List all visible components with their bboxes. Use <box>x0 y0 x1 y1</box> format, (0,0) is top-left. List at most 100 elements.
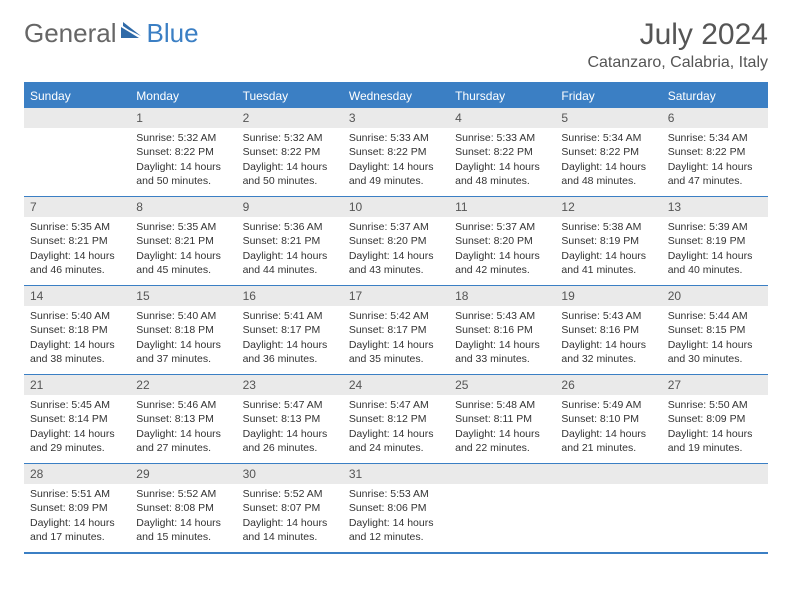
calendar-day <box>24 108 130 196</box>
day-content <box>24 128 130 137</box>
day-line: Daylight: 14 hours and 37 minutes. <box>136 338 230 366</box>
day-number: 6 <box>662 108 768 128</box>
day-content: Sunrise: 5:33 AMSunset: 8:22 PMDaylight:… <box>343 128 449 194</box>
calendar-day: 12Sunrise: 5:38 AMSunset: 8:19 PMDayligh… <box>555 197 661 285</box>
day-line: Daylight: 14 hours and 14 minutes. <box>243 516 337 544</box>
calendar-day: 23Sunrise: 5:47 AMSunset: 8:13 PMDayligh… <box>237 375 343 463</box>
day-line: Sunset: 8:19 PM <box>561 234 655 248</box>
day-line: Sunrise: 5:53 AM <box>349 487 443 501</box>
day-line: Daylight: 14 hours and 32 minutes. <box>561 338 655 366</box>
day-line: Sunrise: 5:52 AM <box>136 487 230 501</box>
day-line: Sunset: 8:09 PM <box>668 412 762 426</box>
day-line: Sunrise: 5:48 AM <box>455 398 549 412</box>
day-line: Sunrise: 5:37 AM <box>349 220 443 234</box>
day-line: Sunrise: 5:32 AM <box>243 131 337 145</box>
day-line: Sunset: 8:07 PM <box>243 501 337 515</box>
calendar-day: 19Sunrise: 5:43 AMSunset: 8:16 PMDayligh… <box>555 286 661 374</box>
calendar-day: 1Sunrise: 5:32 AMSunset: 8:22 PMDaylight… <box>130 108 236 196</box>
calendar-day: 24Sunrise: 5:47 AMSunset: 8:12 PMDayligh… <box>343 375 449 463</box>
day-line: Sunset: 8:09 PM <box>30 501 124 515</box>
day-number: 8 <box>130 197 236 217</box>
day-line: Sunset: 8:13 PM <box>243 412 337 426</box>
day-line: Daylight: 14 hours and 48 minutes. <box>455 160 549 188</box>
day-number <box>555 464 661 484</box>
day-line: Sunrise: 5:36 AM <box>243 220 337 234</box>
day-number: 10 <box>343 197 449 217</box>
calendar-day: 13Sunrise: 5:39 AMSunset: 8:19 PMDayligh… <box>662 197 768 285</box>
day-line: Daylight: 14 hours and 41 minutes. <box>561 249 655 277</box>
day-number: 25 <box>449 375 555 395</box>
day-line: Sunset: 8:15 PM <box>668 323 762 337</box>
day-line: Daylight: 14 hours and 45 minutes. <box>136 249 230 277</box>
day-line: Sunrise: 5:47 AM <box>243 398 337 412</box>
day-content: Sunrise: 5:45 AMSunset: 8:14 PMDaylight:… <box>24 395 130 461</box>
day-number: 2 <box>237 108 343 128</box>
calendar-day: 21Sunrise: 5:45 AMSunset: 8:14 PMDayligh… <box>24 375 130 463</box>
day-content: Sunrise: 5:42 AMSunset: 8:17 PMDaylight:… <box>343 306 449 372</box>
day-line: Daylight: 14 hours and 17 minutes. <box>30 516 124 544</box>
day-number: 14 <box>24 286 130 306</box>
day-content: Sunrise: 5:35 AMSunset: 8:21 PMDaylight:… <box>130 217 236 283</box>
day-line: Sunset: 8:21 PM <box>136 234 230 248</box>
day-line: Sunrise: 5:50 AM <box>668 398 762 412</box>
weekday-header: Monday <box>130 84 236 108</box>
logo-text-general: General <box>24 18 117 49</box>
day-content: Sunrise: 5:32 AMSunset: 8:22 PMDaylight:… <box>237 128 343 194</box>
logo-text-blue: Blue <box>147 18 199 49</box>
day-line: Sunrise: 5:32 AM <box>136 131 230 145</box>
day-line: Daylight: 14 hours and 30 minutes. <box>668 338 762 366</box>
day-number: 22 <box>130 375 236 395</box>
calendar-day: 29Sunrise: 5:52 AMSunset: 8:08 PMDayligh… <box>130 464 236 552</box>
day-line: Sunrise: 5:34 AM <box>561 131 655 145</box>
day-line: Daylight: 14 hours and 38 minutes. <box>30 338 124 366</box>
header: General Blue July 2024 Catanzaro, Calabr… <box>24 18 768 72</box>
calendar-day: 18Sunrise: 5:43 AMSunset: 8:16 PMDayligh… <box>449 286 555 374</box>
day-line: Sunset: 8:22 PM <box>561 145 655 159</box>
calendar-day: 17Sunrise: 5:42 AMSunset: 8:17 PMDayligh… <box>343 286 449 374</box>
day-line: Sunrise: 5:52 AM <box>243 487 337 501</box>
day-line: Daylight: 14 hours and 36 minutes. <box>243 338 337 366</box>
day-line: Daylight: 14 hours and 44 minutes. <box>243 249 337 277</box>
day-number: 16 <box>237 286 343 306</box>
day-line: Sunrise: 5:40 AM <box>30 309 124 323</box>
day-content: Sunrise: 5:37 AMSunset: 8:20 PMDaylight:… <box>343 217 449 283</box>
calendar-week: 1Sunrise: 5:32 AMSunset: 8:22 PMDaylight… <box>24 108 768 197</box>
day-content: Sunrise: 5:34 AMSunset: 8:22 PMDaylight:… <box>555 128 661 194</box>
day-line: Daylight: 14 hours and 19 minutes. <box>668 427 762 455</box>
day-line: Sunrise: 5:38 AM <box>561 220 655 234</box>
day-line: Daylight: 14 hours and 50 minutes. <box>243 160 337 188</box>
calendar-week: 28Sunrise: 5:51 AMSunset: 8:09 PMDayligh… <box>24 464 768 554</box>
day-number: 1 <box>130 108 236 128</box>
day-content: Sunrise: 5:52 AMSunset: 8:07 PMDaylight:… <box>237 484 343 550</box>
day-line: Sunrise: 5:43 AM <box>561 309 655 323</box>
day-line: Sunrise: 5:33 AM <box>349 131 443 145</box>
day-content: Sunrise: 5:38 AMSunset: 8:19 PMDaylight:… <box>555 217 661 283</box>
day-content: Sunrise: 5:49 AMSunset: 8:10 PMDaylight:… <box>555 395 661 461</box>
day-content: Sunrise: 5:51 AMSunset: 8:09 PMDaylight:… <box>24 484 130 550</box>
day-line: Daylight: 14 hours and 47 minutes. <box>668 160 762 188</box>
calendar-day: 28Sunrise: 5:51 AMSunset: 8:09 PMDayligh… <box>24 464 130 552</box>
day-line: Sunset: 8:20 PM <box>455 234 549 248</box>
day-number: 26 <box>555 375 661 395</box>
day-number: 31 <box>343 464 449 484</box>
day-line: Daylight: 14 hours and 49 minutes. <box>349 160 443 188</box>
day-content: Sunrise: 5:48 AMSunset: 8:11 PMDaylight:… <box>449 395 555 461</box>
day-number: 19 <box>555 286 661 306</box>
day-line: Sunrise: 5:42 AM <box>349 309 443 323</box>
day-content: Sunrise: 5:40 AMSunset: 8:18 PMDaylight:… <box>130 306 236 372</box>
day-number: 15 <box>130 286 236 306</box>
day-line: Daylight: 14 hours and 29 minutes. <box>30 427 124 455</box>
calendar-day: 9Sunrise: 5:36 AMSunset: 8:21 PMDaylight… <box>237 197 343 285</box>
day-line: Sunset: 8:06 PM <box>349 501 443 515</box>
calendar-day: 15Sunrise: 5:40 AMSunset: 8:18 PMDayligh… <box>130 286 236 374</box>
day-line: Sunset: 8:22 PM <box>136 145 230 159</box>
calendar-day <box>555 464 661 552</box>
weekday-header-row: SundayMondayTuesdayWednesdayThursdayFrid… <box>24 84 768 108</box>
day-line: Sunset: 8:18 PM <box>136 323 230 337</box>
day-line: Daylight: 14 hours and 22 minutes. <box>455 427 549 455</box>
day-line: Daylight: 14 hours and 40 minutes. <box>668 249 762 277</box>
day-content: Sunrise: 5:53 AMSunset: 8:06 PMDaylight:… <box>343 484 449 550</box>
calendar-day: 31Sunrise: 5:53 AMSunset: 8:06 PMDayligh… <box>343 464 449 552</box>
day-content: Sunrise: 5:40 AMSunset: 8:18 PMDaylight:… <box>24 306 130 372</box>
day-content: Sunrise: 5:41 AMSunset: 8:17 PMDaylight:… <box>237 306 343 372</box>
